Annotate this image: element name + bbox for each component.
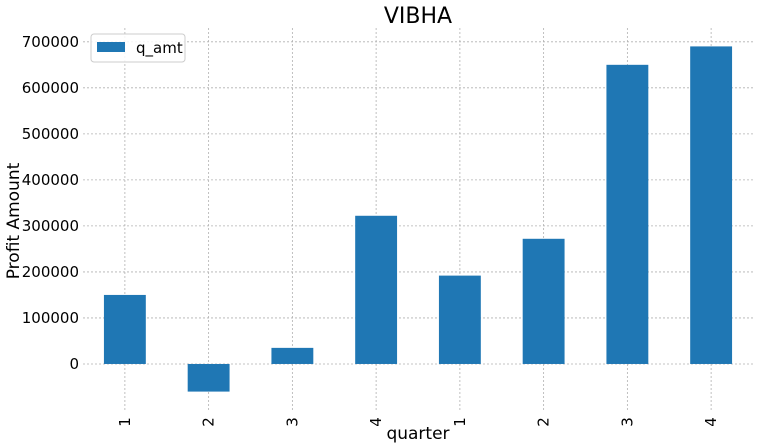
- bar: [438, 275, 481, 364]
- y-tick-label: 200000: [22, 263, 79, 281]
- bar: [690, 46, 733, 364]
- y-tick-label: 700000: [22, 33, 79, 51]
- y-tick-label: 500000: [22, 125, 79, 143]
- y-axis-label: Profit Amount: [4, 162, 24, 279]
- x-tick-label: 2: [535, 417, 553, 427]
- bar: [103, 294, 146, 364]
- legend-label: q_amt: [136, 39, 183, 58]
- bar: [187, 363, 230, 392]
- x-tick-label: 3: [618, 417, 636, 427]
- bar: [606, 64, 649, 364]
- legend-frame: [90, 33, 186, 63]
- x-tick-label: 4: [367, 417, 385, 427]
- legend-swatch: [97, 42, 125, 52]
- x-axis-label: quarter: [386, 424, 449, 444]
- y-tick-label: 600000: [22, 79, 79, 97]
- y-tick-label: 0: [69, 355, 79, 373]
- bar: [355, 215, 398, 364]
- x-tick-label: 1: [116, 417, 134, 427]
- x-tick-labels: 1 2 3 4 1 2 3 4: [116, 417, 720, 427]
- chart-title: VIBHA: [384, 4, 452, 29]
- bars-layer: [103, 46, 733, 392]
- y-tick-label: 100000: [22, 309, 79, 327]
- x-tick-label: 2: [200, 417, 218, 427]
- y-tick-label: 400000: [22, 171, 79, 189]
- x-tick-label: 3: [283, 417, 301, 427]
- grid-layer: [83, 28, 753, 410]
- bar: [522, 238, 565, 364]
- x-tick-label: 4: [702, 417, 720, 427]
- y-tick-label: 300000: [22, 217, 79, 235]
- bar: [271, 347, 314, 364]
- legend: q_amt: [90, 33, 186, 63]
- x-tick-label: 1: [451, 417, 469, 427]
- y-tick-labels: 0 100000 200000 300000 400000 500000 600000 700…: [22, 33, 79, 373]
